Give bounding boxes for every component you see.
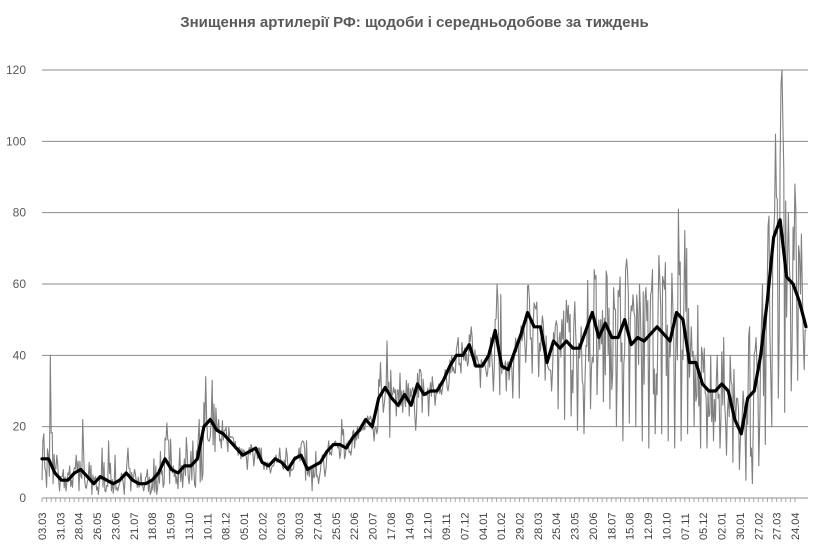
x-tick-label: 27.03 bbox=[772, 512, 784, 540]
x-tick-label: 03.03 bbox=[37, 512, 49, 540]
x-tick-label: 09.11 bbox=[441, 513, 453, 540]
x-tick-label: 27.02 bbox=[753, 512, 765, 540]
x-tick-label: 13.10 bbox=[184, 512, 196, 540]
x-tick-label: 23.05 bbox=[570, 512, 582, 540]
x-tick-label: 14.09 bbox=[404, 512, 416, 540]
y-tick-label: 100 bbox=[6, 134, 26, 148]
x-tick-label: 05.12 bbox=[698, 512, 710, 540]
x-tick-label: 15.09 bbox=[166, 512, 178, 540]
x-tick-label: 25.05 bbox=[331, 512, 343, 540]
x-axis: 03.03 31.03 28.04 26.05 23.06 21.07 18.08 15.09… bbox=[37, 497, 808, 540]
x-tick-label: 25.04 bbox=[551, 512, 563, 540]
weekly-average-line bbox=[40, 218, 808, 486]
y-tick-label: 40 bbox=[13, 348, 27, 362]
x-tick-label: 10.11 bbox=[202, 513, 214, 540]
y-tick-label: 20 bbox=[13, 420, 27, 434]
x-tick-label: 07.12 bbox=[459, 512, 471, 540]
x-tick-label: 24.04 bbox=[790, 512, 802, 540]
x-tick-label: 23.06 bbox=[110, 512, 122, 540]
x-tick-label: 10.10 bbox=[661, 512, 673, 540]
y-tick-label: 120 bbox=[6, 63, 26, 77]
x-tick-label: 15.08 bbox=[625, 512, 637, 540]
x-tick-label: 26.05 bbox=[92, 512, 104, 540]
y-tick-label: 80 bbox=[13, 206, 27, 220]
x-tick-label: 18.08 bbox=[147, 512, 159, 540]
x-tick-label: 17.08 bbox=[386, 512, 398, 540]
y-tick-label: 60 bbox=[13, 277, 27, 291]
x-tick-label: 20.07 bbox=[368, 512, 380, 540]
x-tick-label: 30.01 bbox=[735, 512, 747, 540]
x-tick-label: 20.06 bbox=[588, 512, 600, 540]
x-tick-label: 04.01 bbox=[478, 512, 490, 540]
x-tick-label: 05.01 bbox=[239, 512, 251, 540]
x-tick-label: 01.02 bbox=[496, 512, 508, 540]
x-tick-label: 28.04 bbox=[74, 512, 86, 540]
daily-series-line bbox=[41, 69, 807, 495]
x-tick-label: 12.09 bbox=[643, 512, 655, 540]
x-tick-label: 28.03 bbox=[533, 512, 545, 540]
y-tick-label: 0 bbox=[19, 491, 26, 505]
x-tick-label: 30.03 bbox=[294, 512, 306, 540]
x-tick-label: 07.11 bbox=[680, 513, 692, 540]
x-tick-label: 12.10 bbox=[423, 512, 435, 540]
x-tick-label: 21.07 bbox=[129, 512, 141, 540]
x-tick-label: 29.02 bbox=[515, 512, 527, 540]
x-tick-label: 02.02 bbox=[257, 512, 269, 540]
series-lines bbox=[40, 69, 808, 495]
y-axis-labels: 0 20 40 60 80 100 120 bbox=[6, 63, 26, 505]
x-tick-label: 27.04 bbox=[312, 512, 324, 540]
x-tick-label: 02.03 bbox=[276, 512, 288, 540]
x-tick-label: 22.06 bbox=[349, 512, 361, 540]
x-tick-label: 02.01 bbox=[717, 512, 729, 540]
x-tick-label: 08.12 bbox=[221, 512, 233, 540]
x-tick-label: 31.03 bbox=[55, 512, 67, 540]
x-tick-label: 18.07 bbox=[606, 512, 618, 540]
chart-title: Знищення артилерії РФ: щодоби і середньо… bbox=[180, 14, 649, 31]
